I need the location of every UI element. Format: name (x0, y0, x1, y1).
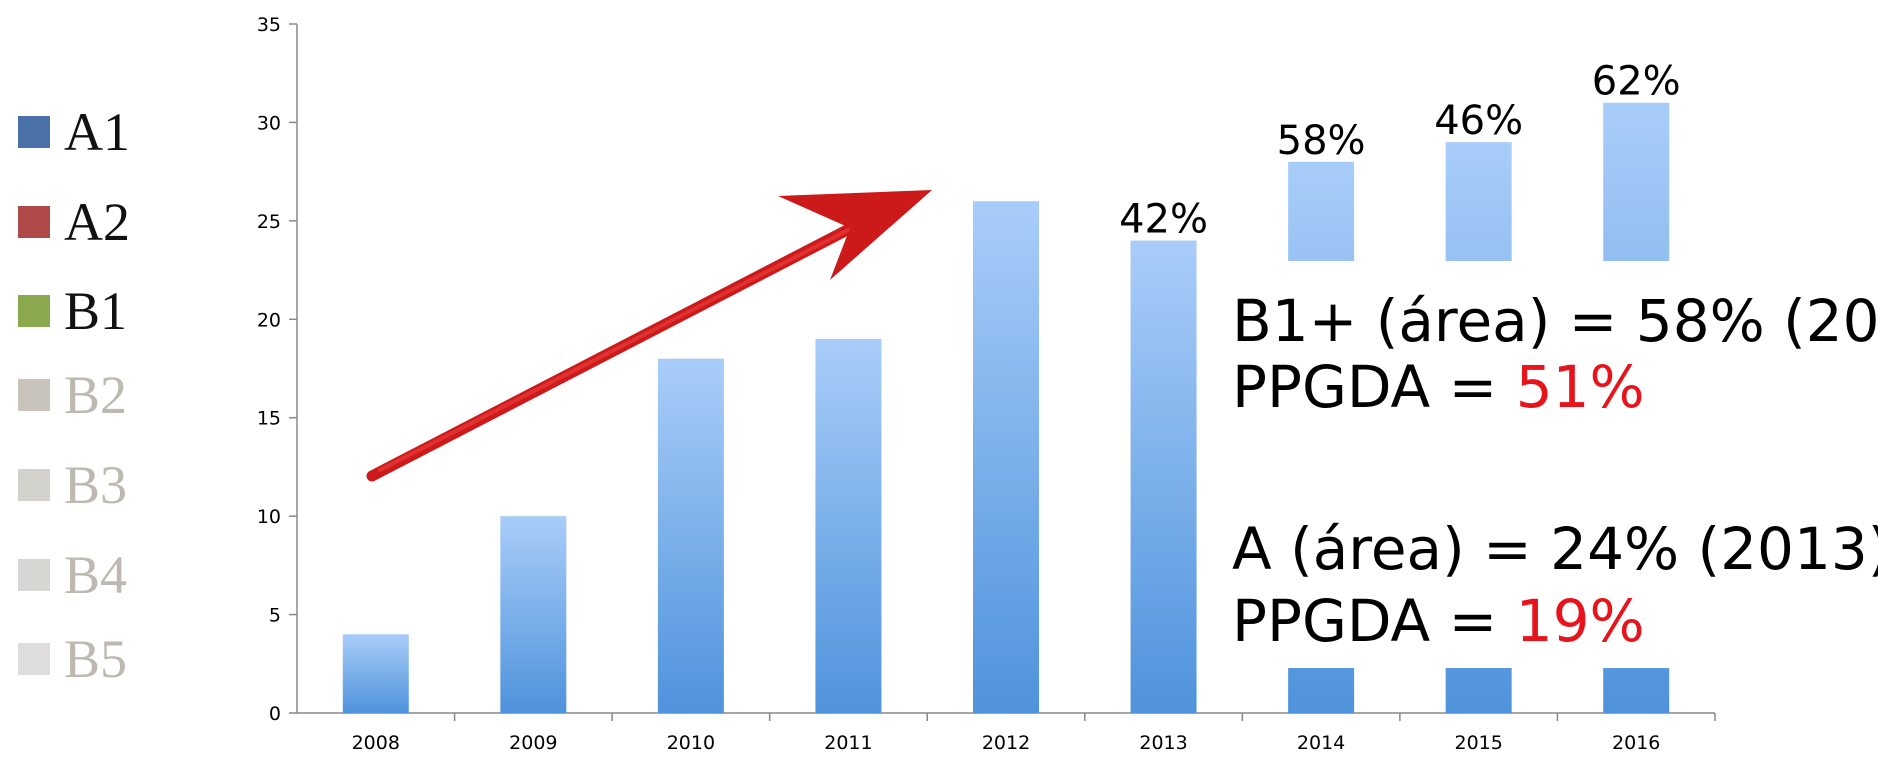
y-tick-label: 20 (257, 309, 281, 331)
legend-swatch (18, 206, 50, 238)
note-text: PPGDA = (1232, 353, 1516, 421)
y-tick-label: 5 (269, 605, 281, 627)
bar (815, 338, 882, 713)
note-highlight: 19% (1516, 587, 1645, 655)
note: B1+ (área) = 58% (2013) (1232, 287, 1878, 355)
note-text: PPGDA = (1232, 587, 1516, 655)
note: PPGDA = 51% (1232, 353, 1645, 421)
x-tick-label: 2014 (1297, 732, 1345, 754)
bar-annotation: 42% (1119, 197, 1208, 243)
legend-label: A1 (64, 102, 130, 162)
note: PPGDA = 19% (1232, 587, 1645, 655)
x-tick-label: 2013 (1139, 732, 1187, 754)
bar (657, 358, 724, 713)
bar-annotation: 58% (1277, 118, 1366, 164)
bar-annotation: 46% (1434, 98, 1523, 144)
note-text: A (área) = 24% (2013) (1232, 515, 1878, 583)
y-tick-label: 25 (257, 211, 281, 233)
x-tick-label: 2009 (509, 732, 557, 754)
x-tick-label: 2016 (1612, 732, 1660, 754)
legend-swatch (18, 559, 50, 591)
x-tick-label: 2008 (352, 732, 400, 754)
note-text: B1+ (área) = 58% (2013) (1232, 287, 1878, 355)
legend-label: B5 (64, 629, 127, 689)
y-tick-label: 0 (269, 703, 281, 725)
legend-label: A2 (64, 192, 130, 252)
legend-swatch (18, 116, 50, 148)
note-highlight: 51% (1516, 353, 1645, 421)
x-tick-label: 2015 (1454, 732, 1502, 754)
legend-label: B2 (64, 365, 127, 425)
note: A (área) = 24% (2013) (1232, 515, 1878, 583)
legend-label: B1 (64, 281, 127, 341)
legend-swatch (18, 295, 50, 327)
legend-label: B3 (64, 455, 127, 515)
y-tick-label: 15 (257, 408, 281, 430)
legend-swatch (18, 379, 50, 411)
bar (1130, 240, 1197, 714)
legend-swatch (18, 643, 50, 675)
legend-swatch (18, 469, 50, 501)
legend-label: B4 (64, 545, 127, 605)
arrow (366, 190, 932, 482)
bar-annotation: 62% (1592, 59, 1681, 105)
bar (973, 201, 1039, 713)
y-tick-label: 10 (257, 506, 281, 528)
note-box (1222, 261, 1878, 668)
x-tick-label: 2011 (824, 732, 872, 754)
x-tick-label: 2012 (982, 732, 1030, 754)
bar (500, 516, 567, 713)
bar (342, 634, 409, 713)
x-tick-label: 2010 (667, 732, 715, 754)
y-tick-label: 30 (257, 112, 281, 134)
y-tick-label: 35 (257, 14, 281, 36)
